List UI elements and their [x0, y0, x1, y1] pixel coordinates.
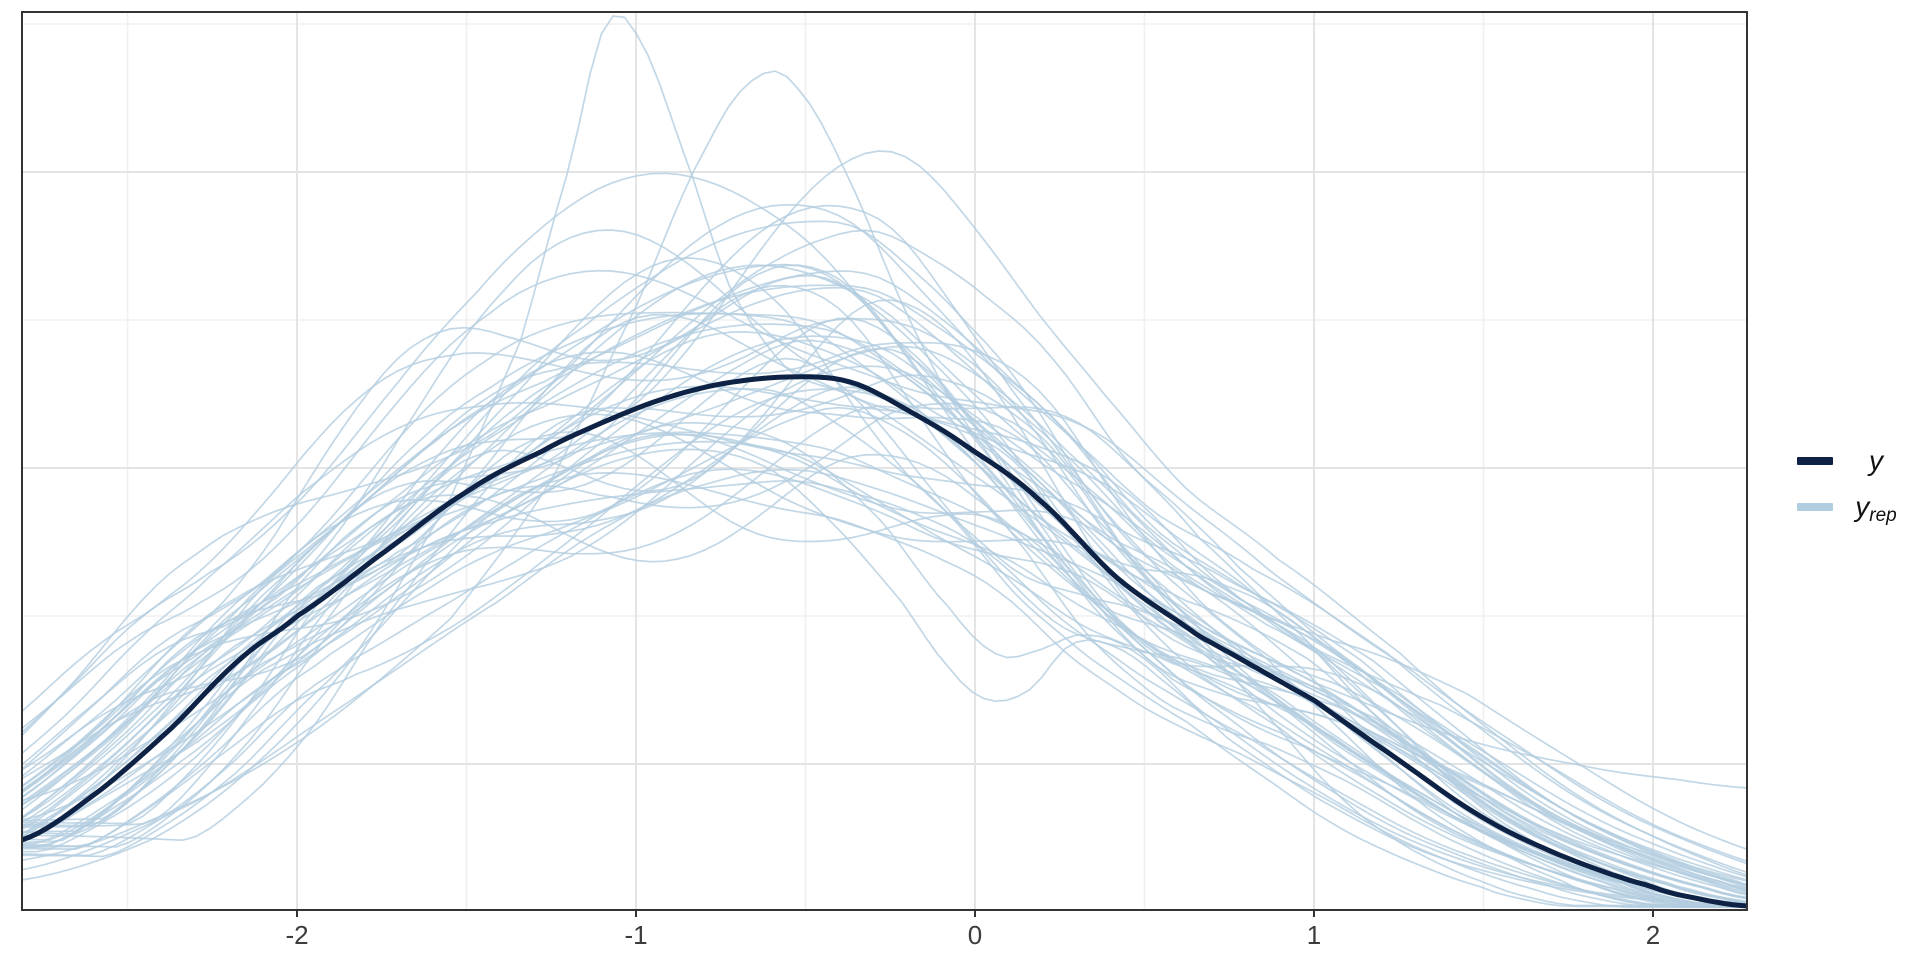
yrep-density-curve	[22, 453, 1747, 890]
yrep-density-curve	[22, 347, 1747, 893]
yrep-density-curve	[22, 264, 1747, 887]
legend-label-y: y	[1869, 445, 1883, 476]
yrep-density-curve-outlier	[22, 468, 1747, 871]
panel-border	[21, 11, 1748, 911]
yrep-density-curve	[22, 413, 1747, 883]
yrep-density-curve	[22, 311, 1747, 904]
x-tick-label: 1	[1307, 920, 1321, 950]
yrep-density-curve	[22, 472, 1747, 909]
x-tick-label: -2	[285, 920, 308, 950]
gridlines	[22, 12, 1747, 910]
yrep-density-curve	[22, 388, 1747, 908]
yrep-density-curve-outlier	[22, 15, 1747, 906]
x-tick-label: 2	[1646, 920, 1660, 950]
legend-item-y: y	[1797, 445, 1919, 476]
yrep-density-curve	[22, 365, 1747, 881]
legend-label-yrep: yrep	[1855, 491, 1897, 526]
yrep-density-curve	[22, 203, 1747, 874]
yrep-density-curve	[22, 331, 1747, 878]
yrep-density-curve-outlier	[22, 70, 1747, 904]
yrep-density-curves	[22, 15, 1747, 909]
yrep-density-curve	[22, 264, 1747, 907]
yrep-density-curve	[22, 345, 1747, 851]
yrep-density-curve	[22, 286, 1747, 895]
yrep-density-curve	[22, 433, 1747, 886]
x-axis: -2 -1 0 1 2	[285, 910, 1660, 950]
yrep-density-curve	[22, 317, 1747, 899]
yrep-density-curve-outlier	[22, 421, 1747, 907]
legend-swatch-yrep	[1797, 503, 1833, 511]
yrep-density-curve	[22, 220, 1747, 906]
x-tick-label: -1	[624, 920, 647, 950]
x-tick-label: 0	[968, 920, 982, 950]
yrep-density-curve-outlier	[22, 448, 1747, 907]
yrep-density-curve	[22, 312, 1747, 907]
yrep-density-curve	[22, 150, 1747, 876]
yrep-density-curve	[22, 341, 1747, 906]
yrep-density-curve	[22, 229, 1747, 906]
yrep-density-curve	[22, 406, 1747, 908]
y-density-curve-group	[22, 374, 1747, 909]
yrep-density-curve	[22, 317, 1747, 891]
yrep-density-curve	[22, 284, 1747, 906]
legend-item-yrep: yrep	[1797, 491, 1919, 526]
yrep-density-curve	[22, 479, 1747, 908]
legend-swatch-y	[1797, 457, 1833, 465]
legend: y yrep	[1797, 445, 1919, 526]
y-density-curve	[22, 374, 1747, 909]
yrep-density-curve	[22, 204, 1747, 906]
